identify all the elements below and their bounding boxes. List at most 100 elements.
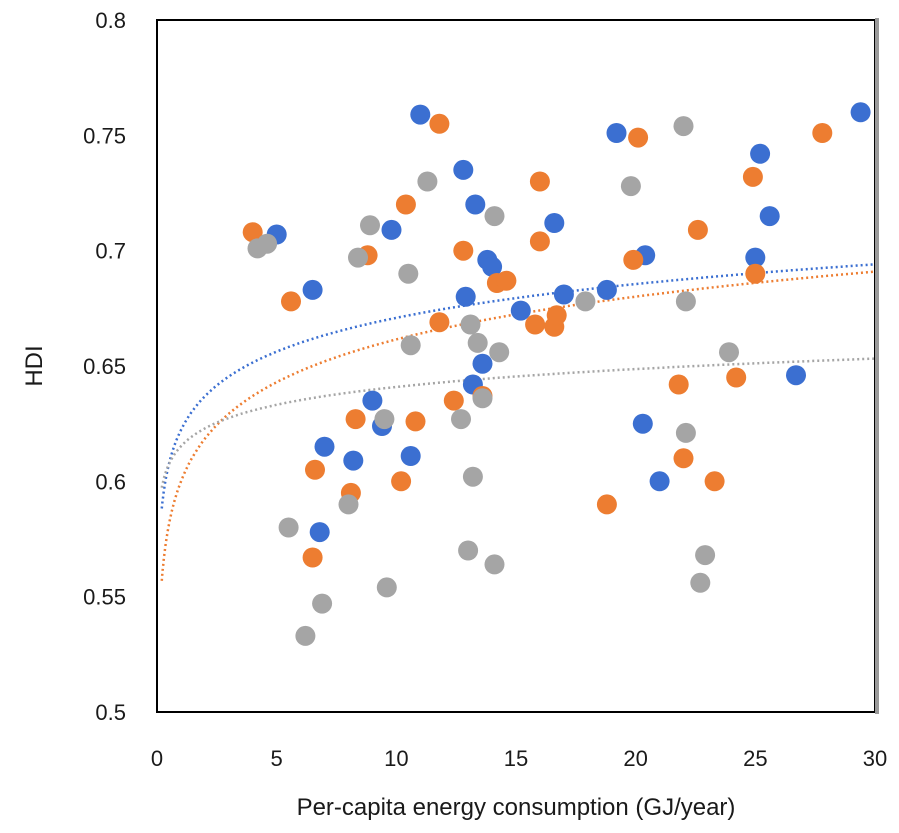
data-point-series-2 [395, 194, 416, 215]
data-point-series-2 [546, 305, 567, 326]
data-point-series-1 [850, 102, 871, 123]
data-point-series-3 [719, 342, 739, 363]
data-point-series-2 [687, 219, 708, 240]
data-point-series-3 [458, 540, 479, 561]
data-point-series-3 [675, 291, 696, 312]
data-point-series-2 [529, 231, 550, 252]
data-point-series-2 [302, 547, 323, 568]
data-point-series-1 [606, 123, 627, 143]
data-point-series-3 [417, 171, 438, 192]
x-tick-label: 10 [384, 746, 408, 771]
y-tick-label: 0.7 [95, 239, 126, 264]
data-point-series-1 [455, 286, 476, 307]
data-point-series-2 [429, 312, 450, 333]
data-point-series-3 [489, 342, 510, 363]
data-point-series-3 [257, 233, 278, 254]
data-point-series-2 [673, 448, 694, 469]
y-tick-label: 0.5 [95, 700, 126, 725]
data-point-series-3 [675, 422, 696, 443]
plot-frame [156, 19, 876, 713]
y-tick-label: 0.75 [83, 123, 126, 148]
data-point-series-1 [302, 279, 323, 300]
data-point-series-1 [400, 446, 421, 466]
data-point-series-1 [632, 413, 653, 434]
data-point-series-1 [649, 471, 670, 492]
data-point-series-3 [295, 625, 316, 646]
data-point-series-3 [673, 116, 694, 137]
data-point-series-1 [309, 522, 330, 543]
data-point-series-3 [348, 247, 368, 268]
data-point-series-3 [575, 291, 596, 312]
data-point-series-2 [745, 263, 766, 284]
data-point-series-2 [405, 411, 426, 432]
data-point-series-3 [620, 176, 641, 197]
x-tick-label: 0 [151, 746, 163, 771]
data-point-series-2 [242, 222, 263, 243]
data-point-series-2 [726, 367, 747, 388]
data-point-series-1 [544, 213, 565, 233]
data-point-series-3 [451, 409, 471, 430]
data-point-series-3 [462, 466, 483, 487]
x-tick-label: 30 [863, 746, 887, 771]
data-point-series-1 [750, 143, 771, 164]
data-point-series-3 [690, 572, 711, 593]
data-point-series-1 [453, 159, 474, 180]
data-point-series-3 [338, 494, 359, 515]
data-point-series-3 [484, 554, 505, 575]
y-tick-label: 0.8 [95, 8, 126, 33]
data-point-series-2 [496, 270, 517, 291]
data-point-series-1 [745, 247, 766, 268]
data-point-series-2 [305, 459, 325, 480]
data-point-series-2 [628, 127, 649, 148]
data-point-series-2 [742, 166, 763, 187]
data-point-series-2 [704, 471, 725, 492]
trendline-series-2 [160, 270, 876, 581]
data-point-series-1 [314, 436, 335, 457]
data-point-series-3 [467, 332, 488, 353]
data-point-series-1 [553, 284, 574, 305]
y-tick-labels: 0.5 0.55 0.6 0.65 0.7 0.75 0.8 [83, 8, 126, 725]
x-tick-label: 20 [623, 746, 647, 771]
data-point-series-2 [443, 390, 464, 411]
x-axis-title: Per-capita energy consumption (GJ/year) [297, 794, 736, 821]
data-point-series-3 [312, 593, 333, 614]
data-point-series-3 [695, 545, 716, 566]
x-tick-labels: 0 5 10 15 20 25 30 [151, 746, 887, 771]
data-point-series-1 [759, 206, 780, 227]
data-point-series-3 [374, 409, 395, 430]
data-point-series-1 [786, 365, 806, 386]
data-point-series-1 [381, 219, 402, 240]
data-point-series-2 [281, 291, 301, 312]
y-tick-label: 0.55 [83, 585, 126, 610]
data-point-series-3 [376, 577, 397, 598]
x-tick-label: 5 [271, 746, 283, 771]
trendline-series-3 [160, 357, 876, 488]
data-point-series-2 [429, 113, 450, 134]
trendlines [160, 263, 876, 581]
data-point-series-2 [453, 240, 474, 261]
data-point-series-2 [529, 171, 550, 192]
data-point-series-1 [510, 300, 531, 321]
x-tick-label: 25 [743, 746, 767, 771]
data-point-series-3 [472, 388, 493, 409]
data-point-series-1 [410, 104, 431, 125]
data-point-series-2 [345, 409, 366, 430]
data-point-series-1 [465, 194, 486, 215]
data-point-series-2 [812, 123, 833, 143]
data-point-series-1 [362, 390, 383, 411]
data-point-series-1 [482, 256, 503, 277]
data-point-series-3 [278, 517, 299, 538]
data-point-series-2 [623, 249, 644, 270]
data-point-series-1 [596, 279, 617, 300]
x-tick-label: 15 [504, 746, 528, 771]
data-point-series-3 [484, 206, 505, 227]
data-point-series-3 [460, 314, 481, 335]
data-point-series-2 [525, 314, 546, 335]
data-point-series-2 [596, 494, 617, 515]
data-point-series-1 [343, 450, 364, 471]
y-axis-title: HDI [21, 345, 48, 386]
data-point-series-1 [472, 353, 493, 374]
data-point-series-3 [400, 335, 421, 356]
data-point-series-2 [391, 471, 412, 492]
